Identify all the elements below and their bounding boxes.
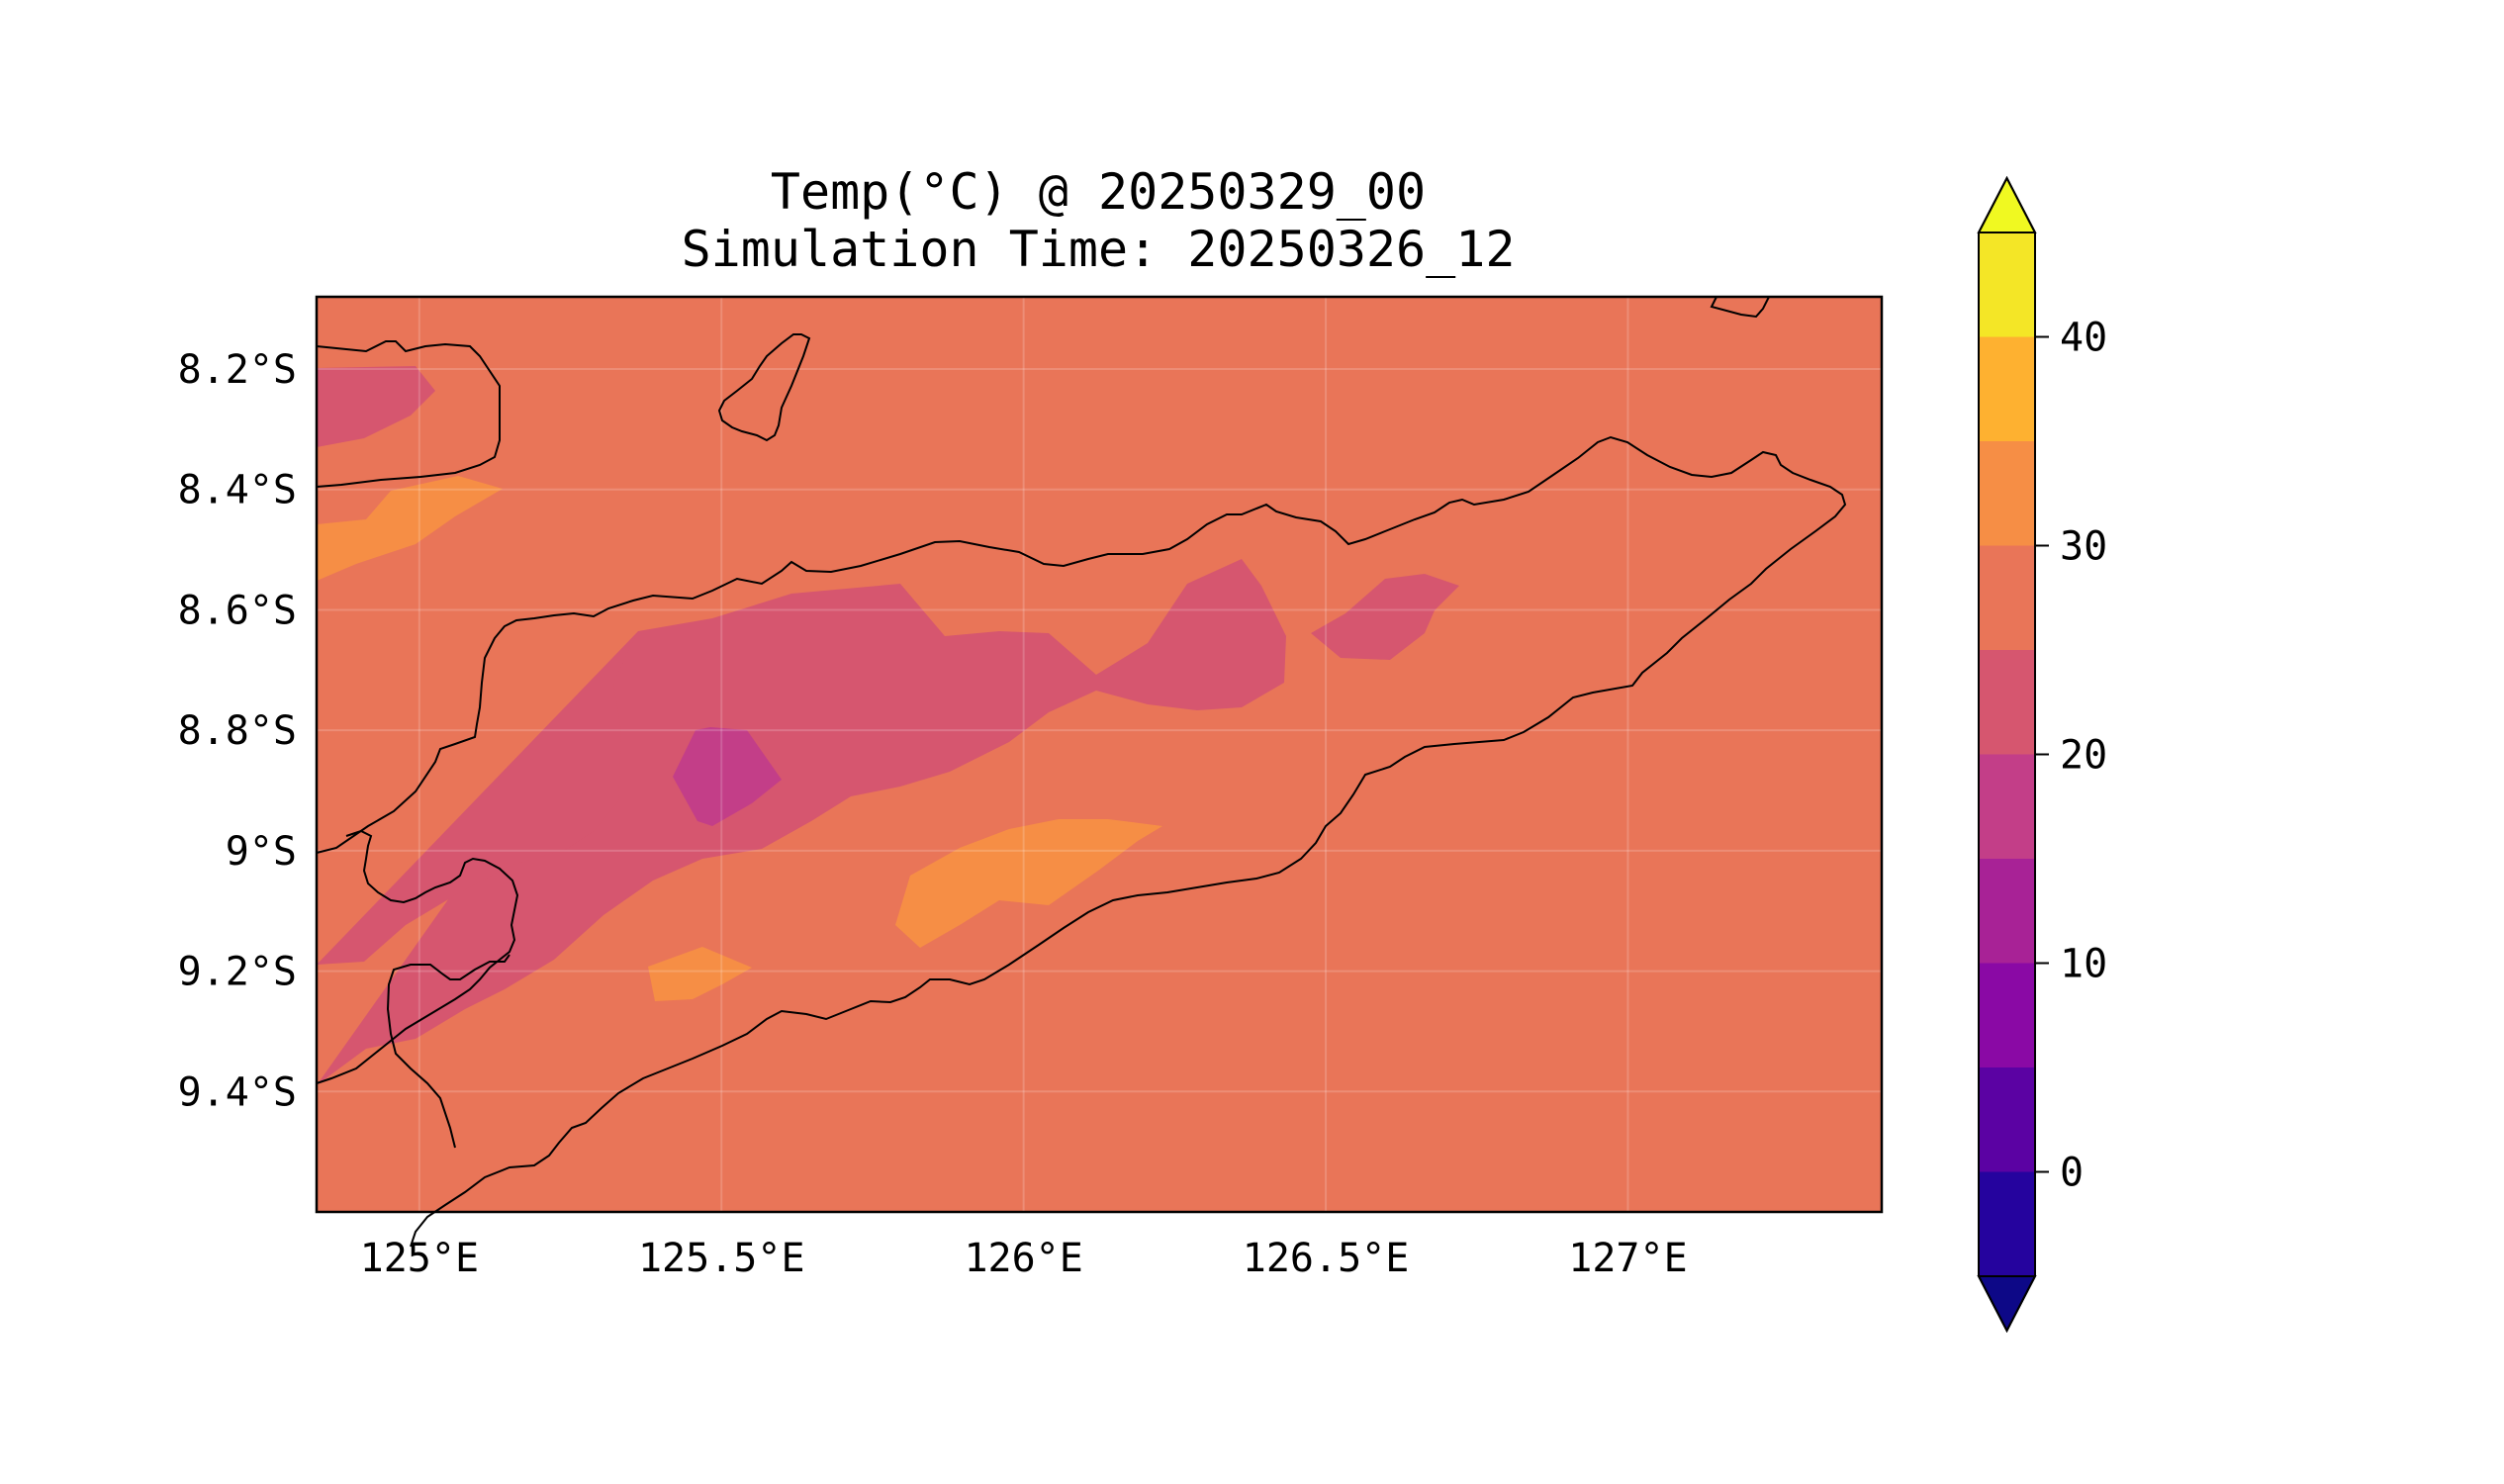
x-tick-label: 125°E [360,1236,479,1281]
contour-fills [317,297,1882,1212]
contour-central-coldest-core [673,727,782,826]
map-title: Temp(°C) @ 20250329_00 [770,163,1427,221]
colorbar-tick-label: 0 [2060,1151,2084,1196]
coastline-northeast-island [1710,296,1770,319]
y-tick-label: 8.4°S [178,468,297,513]
x-tick-label: 125.5°E [638,1236,805,1281]
colorbar-tick-label: 10 [2060,942,2107,987]
colorbar-extend-under [1977,1275,2037,1334]
colorbar-outline [1978,175,2036,1334]
colorbar-band [1979,754,2035,859]
y-tick-label: 9°S [226,829,297,875]
colorbar-tick-label: 40 [2060,316,2107,361]
contour-northwest-warm-patch [317,476,503,581]
gridlines [317,297,1882,1212]
y-tick-label: 8.6°S [178,588,297,633]
colorbar-band [1979,545,2035,650]
coastline-southwest-land [316,829,519,1084]
contour-central-cool-band [317,559,1286,1085]
y-tick-label: 9.2°S [178,950,297,995]
x-tick-label: 127°E [1568,1236,1687,1281]
colorbar-band [1979,336,2035,441]
colorbar-ticks: 0 10 20 30 40 [2035,316,2107,1196]
y-tick-label: 8.8°S [178,708,297,754]
coastline-atauro-island [717,333,811,442]
map-frame [315,295,1884,1214]
x-tick-label: 126°E [964,1236,1082,1281]
colorbar-band [1979,963,2035,1067]
y-tick-label: 9.4°S [178,1069,297,1115]
x-tick-label: 126.5°E [1243,1236,1410,1281]
contour-south-small-warm-patch [648,947,752,1001]
colorbar-band [1979,441,2035,546]
map-subtitle: Simulation Time: 20250326_12 [681,221,1516,278]
contour-northwest-cool-patch [317,366,435,447]
y-tick-label: 8.2°S [178,347,297,393]
colorbar-band [1979,859,2035,964]
colorbar-extend-over [1977,175,2037,233]
contour-south-warm-patch [895,819,1162,948]
coastline-southwest-coast [386,954,510,1149]
coastlines [316,296,1847,1248]
x-axis-ticks: 125°E 125.5°E 126°E 126.5°E 127°E [360,1236,1688,1281]
y-axis-ticks: 8.2°S 8.4°S 8.6°S 8.8°S 9°S 9.2°S 9.4°S [178,347,297,1115]
colorbar-tick-label: 30 [2060,524,2107,570]
colorbar-band [1979,232,2035,337]
colorbar-tick-label: 20 [2060,733,2107,779]
colorbar-segments [1977,175,2037,1334]
colorbar-band [1979,650,2035,755]
contour-east-cool-patch [1311,574,1459,660]
coastline-wetar-island [316,340,501,488]
colorbar-band [1979,1067,2035,1172]
coastline-timor-north [316,435,1847,1248]
contour-southwest-cool-band [317,631,638,965]
colorbar-band [1979,1171,2035,1276]
